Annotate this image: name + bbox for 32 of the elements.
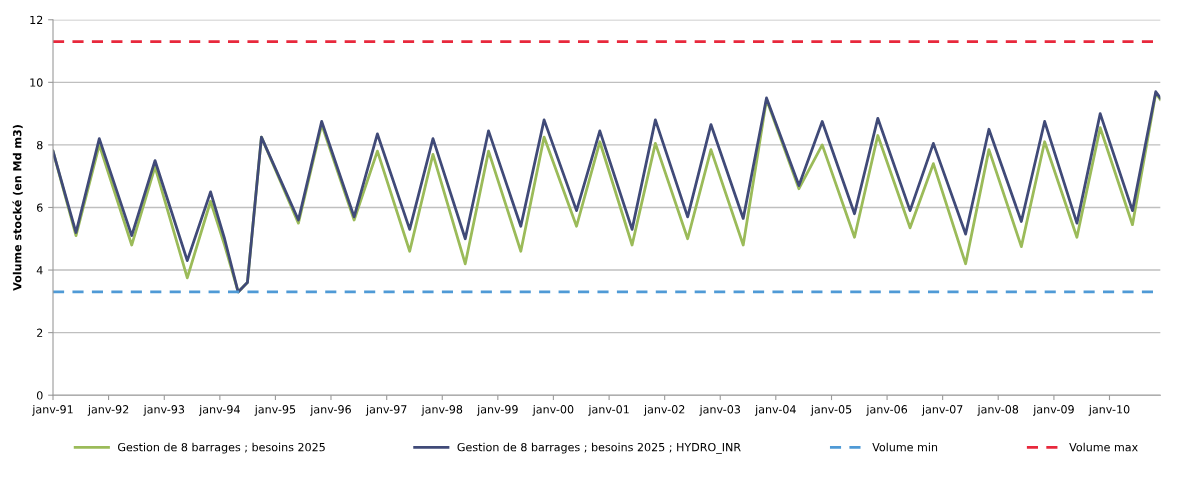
x-tick-label: janv-04 xyxy=(754,404,796,416)
x-tick-label: janv-02 xyxy=(643,404,685,416)
x-tick-label: janv-09 xyxy=(1033,404,1074,416)
x-tick-label: janv-01 xyxy=(588,404,629,416)
legend-label: Volume max xyxy=(1069,442,1138,452)
x-tick-label: janv-05 xyxy=(810,404,852,416)
x-tick-label: janv-93 xyxy=(143,404,185,416)
y-tick-label: 2 xyxy=(37,328,43,337)
x-tick-label: janv-98 xyxy=(421,404,463,416)
x-tick-label: janv-96 xyxy=(310,404,351,416)
y-tick-label: 12 xyxy=(30,15,43,24)
x-tick-label: janv-91 xyxy=(32,404,73,416)
x-tick-label: janv-92 xyxy=(87,404,129,416)
y-tick-label: 0 xyxy=(36,391,43,400)
y-tick-label: 6 xyxy=(36,203,43,212)
x-tick-label: janv-99 xyxy=(476,404,518,416)
legend-label: Gestion de 8 barrages ; besoins 2025 xyxy=(118,442,325,454)
y-tick-label: 8 xyxy=(36,140,43,150)
x-tick-label: janv-10 xyxy=(1088,404,1130,416)
y-tick-label: 10 xyxy=(30,78,43,87)
x-tick-label: janv-00 xyxy=(532,404,574,416)
x-tick-label: janv-07 xyxy=(921,404,963,416)
legend-label: Gestion de 8 barrages ; besoins 2025 ; HYDRO_INR xyxy=(457,442,741,454)
x-tick-label: janv-94 xyxy=(198,404,240,416)
y-tick-label: 4 xyxy=(36,266,43,275)
x-tick-label: janv-06 xyxy=(866,404,908,416)
x-tick-label: janv-95 xyxy=(254,404,296,416)
legend-label: Volume min xyxy=(872,442,938,452)
x-tick-label: janv-97 xyxy=(365,404,407,416)
x-tick-label: janv-03 xyxy=(699,404,741,416)
x-tick-label: janv-08 xyxy=(977,404,1019,416)
y-axis-title: Volume stocké (en Md m3) xyxy=(12,125,23,291)
